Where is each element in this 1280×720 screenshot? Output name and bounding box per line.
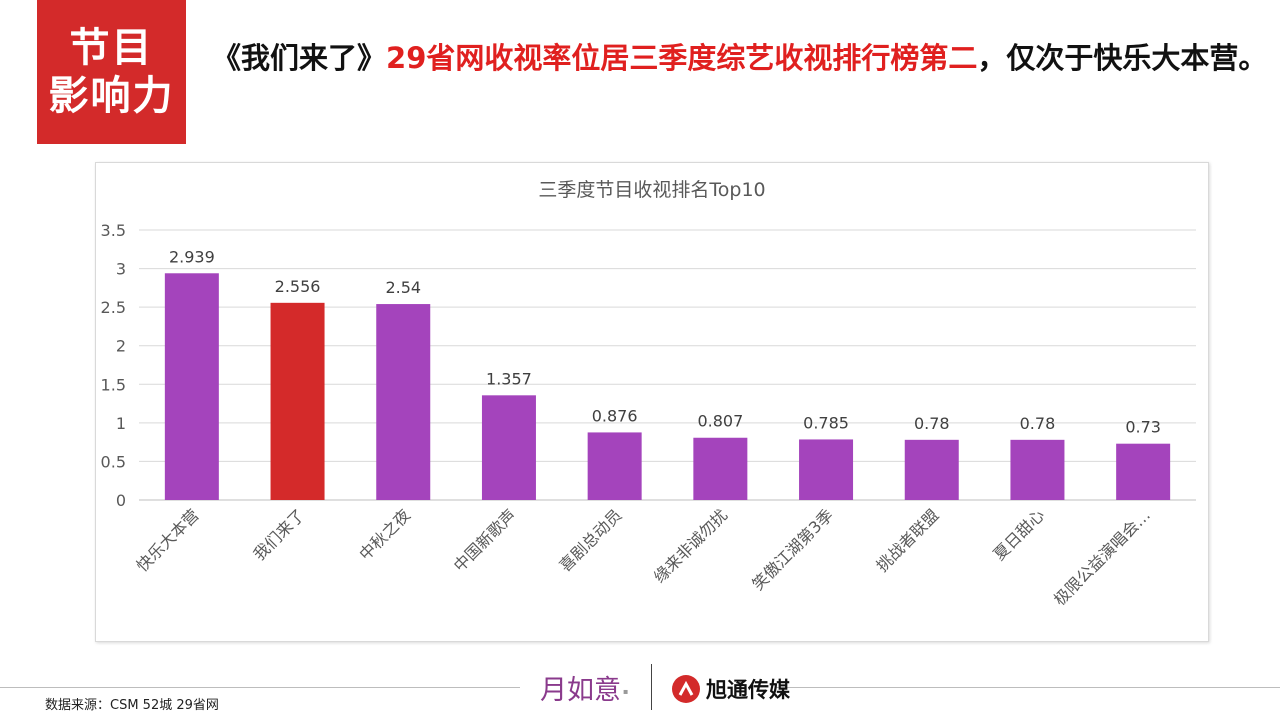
x-tick-label: 快乐大本营 [133, 505, 203, 575]
data-label: 0.785 [803, 413, 849, 432]
xutong-logo: 旭通传媒 [672, 674, 790, 704]
data-label: 0.73 [1125, 418, 1161, 437]
bar [164, 273, 219, 500]
data-label: 2.556 [275, 277, 321, 296]
logo-separator [651, 664, 652, 710]
bar [904, 439, 959, 500]
y-tick-label: 3.5 [101, 221, 126, 240]
headline-highlight: 29省网收视率位居三季度综艺收视排行榜第二 [386, 41, 978, 75]
data-label: 2.939 [169, 247, 215, 266]
chart-container: 三季度节目收视排名Top10 0 0.5 1 1.5 2 2.5 3 3.5 2.939 2.5… [95, 162, 1209, 642]
data-label: 0.807 [697, 412, 743, 431]
bar [1116, 443, 1171, 500]
x-tick-label: 挑战者联盟 [873, 505, 943, 575]
ruyi-logo-text: 月如意 [540, 675, 621, 706]
y-tick-label: 3 [116, 260, 126, 279]
x-tick-label: 喜剧总动员 [555, 505, 625, 575]
bar [481, 395, 536, 500]
y-tick-label: 1 [116, 414, 126, 433]
x-tick-label: 中国新歌声 [450, 505, 520, 575]
footer-divider-left [0, 687, 520, 688]
headline-part2: ，仅次于快乐大本营。 [977, 41, 1268, 75]
data-label: 2.54 [385, 278, 421, 297]
headline-part1: 《我们来了》 [212, 41, 387, 75]
badge-line2: 影响力 [48, 73, 175, 119]
section-badge: 节目 影响力 [37, 0, 186, 144]
data-label: 0.78 [914, 414, 950, 433]
bar [799, 439, 854, 500]
ruyi-logo-tag: ▪ [623, 687, 629, 696]
y-tick-label: 0.5 [101, 452, 126, 471]
bar [270, 302, 325, 500]
data-label: 0.876 [592, 406, 638, 425]
bar [693, 437, 748, 500]
x-tick-label: 笑傲江湖第3季 [748, 505, 837, 594]
footer-divider-right [775, 687, 1280, 688]
bar [587, 432, 642, 500]
badge-line1: 节目 [69, 25, 154, 71]
ruyi-logo: 月如意 ▪ [540, 668, 628, 707]
x-tick-label: 极限公益演唱会… [1050, 505, 1154, 609]
bar [1010, 439, 1065, 500]
xutong-logo-text: 旭通传媒 [706, 678, 790, 702]
headline: 《我们来了》29省网收视率位居三季度综艺收视排行榜第二，仅次于快乐大本营。 [212, 28, 1272, 88]
data-label: 1.357 [486, 369, 532, 388]
data-source: 数据来源：CSM 52城 29省网 [45, 698, 219, 713]
y-tick-label: 2.5 [101, 298, 126, 317]
chart-title: 三季度节目收视排名Top10 [538, 179, 765, 201]
y-tick-label: 0 [116, 491, 126, 510]
xutong-mark-icon [672, 675, 700, 703]
x-tick-label: 中秋之夜 [355, 505, 414, 564]
y-tick-label: 2 [116, 337, 126, 356]
data-label: 0.78 [1020, 414, 1056, 433]
x-tick-label: 夏日甜心 [990, 505, 1049, 564]
y-tick-label: 1.5 [101, 375, 126, 394]
bar-chart: 三季度节目收视排名Top10 0 0.5 1 1.5 2 2.5 3 3.5 2.939 2.5… [101, 179, 1196, 609]
x-tick-label: 我们来了 [250, 505, 309, 564]
bar [376, 304, 431, 500]
x-tick-label: 缘来非诚勿扰 [650, 505, 731, 586]
